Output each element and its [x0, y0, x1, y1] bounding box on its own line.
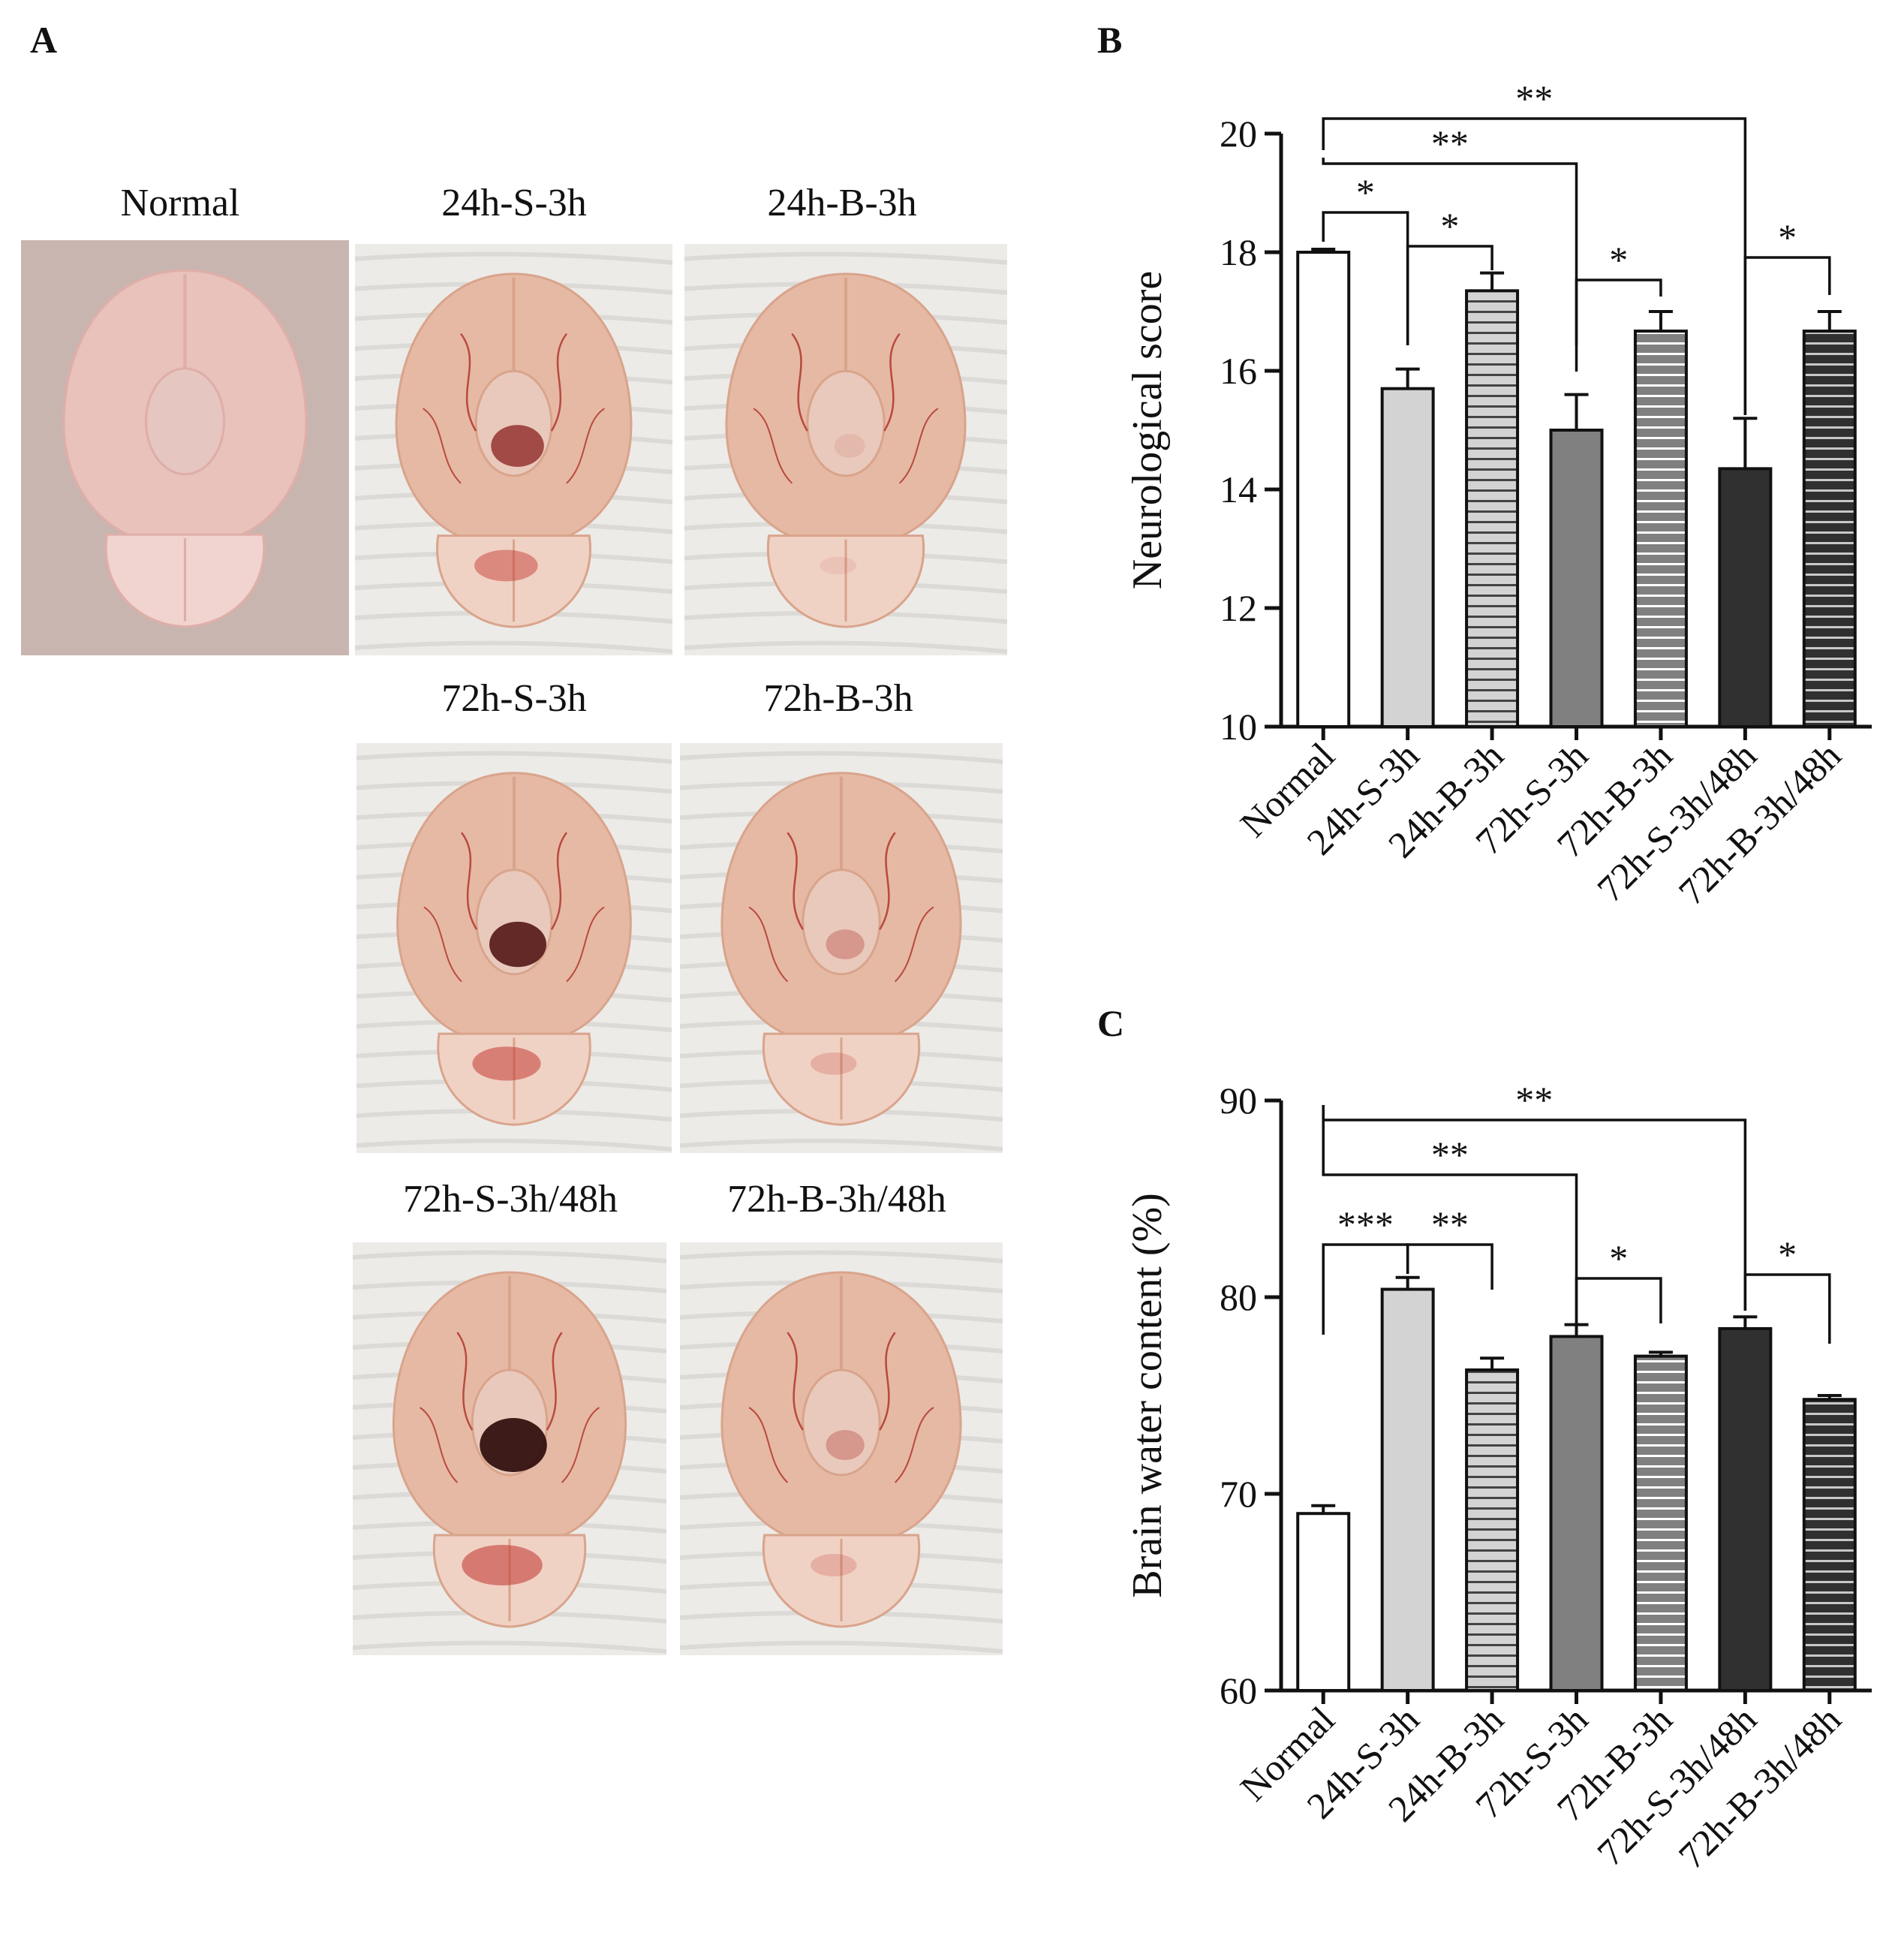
bar — [1296, 251, 1351, 728]
bar — [1633, 330, 1688, 728]
significance-label: ** — [1515, 77, 1553, 119]
bar — [1802, 1398, 1857, 1692]
significance-bracket — [1406, 1243, 1493, 1290]
panel-b-letter: B — [1097, 19, 1123, 61]
bar — [1296, 1512, 1351, 1693]
y-tick-label: 10 — [1220, 706, 1257, 748]
significance-label: * — [1609, 239, 1628, 281]
bar — [1718, 467, 1773, 728]
bar — [1380, 1287, 1435, 1692]
photo-label-24h-s-3h: 24h-S-3h — [441, 182, 587, 224]
brain-photo-72h-s-3h-48h — [353, 1242, 666, 1655]
bar — [1718, 1326, 1773, 1692]
significance-label: ** — [1515, 1079, 1553, 1121]
bar — [1465, 289, 1520, 729]
significance-bracket — [1406, 245, 1493, 345]
significance-bracket — [1322, 1105, 1747, 1311]
significance-bracket — [1322, 158, 1578, 372]
significance-label: * — [1609, 1237, 1628, 1279]
brain-photo-72h-b-3h-48h — [680, 1242, 1003, 1655]
bar — [1549, 429, 1604, 728]
significance-bracket — [1575, 278, 1662, 345]
y-tick-label: 90 — [1220, 1079, 1257, 1122]
brain-photo-72h-b-3h — [680, 743, 1003, 1153]
y-tick-label: 70 — [1220, 1473, 1257, 1515]
photo-label-normal: Normal — [120, 182, 240, 224]
bar — [1802, 330, 1857, 728]
photo-label-72h-s-3h: 72h-S-3h — [441, 677, 587, 720]
brain-photo-normal — [21, 240, 349, 655]
panel-a-letter: A — [30, 19, 58, 61]
photo-label-72h-b-3h: 72h-B-3h — [763, 677, 913, 720]
y-tick-label: 18 — [1220, 231, 1257, 273]
significance-bracket — [1575, 1277, 1662, 1326]
y-tick-label: 60 — [1220, 1669, 1257, 1712]
y-axis-label: Brain water content (%) — [1124, 1193, 1171, 1598]
bar — [1549, 1335, 1604, 1692]
significance-label: * — [1356, 171, 1375, 213]
significance-label: * — [1778, 1233, 1797, 1275]
brain-photo-24h-b-3h — [684, 244, 1007, 655]
panel-c-letter: C — [1097, 1002, 1125, 1044]
significance-bracket — [1743, 256, 1831, 415]
photo-label-24h-b-3h: 24h-B-3h — [767, 182, 917, 224]
bar — [1465, 1368, 1520, 1692]
y-tick-label: 14 — [1220, 468, 1257, 510]
significance-label: *** — [1337, 1203, 1394, 1245]
bar — [1380, 387, 1435, 728]
y-tick-label: 16 — [1220, 350, 1257, 392]
bar — [1633, 1354, 1688, 1692]
brain-photo-72h-s-3h — [356, 743, 672, 1153]
significance-label: ** — [1431, 1203, 1469, 1245]
significance-bracket — [1322, 1105, 1578, 1326]
brain-photo-24h-s-3h — [355, 244, 672, 655]
y-tick-label: 20 — [1220, 113, 1257, 155]
significance-label: * — [1440, 205, 1459, 247]
significance-label: ** — [1431, 1134, 1469, 1176]
y-tick-label: 12 — [1220, 587, 1257, 629]
significance-label: ** — [1431, 122, 1469, 164]
significance-bracket — [1743, 1273, 1831, 1344]
photo-label-72h-s-3h-48h: 72h-S-3h/48h — [403, 1178, 618, 1221]
photo-label-72h-b-3h-48h: 72h-B-3h/48h — [727, 1178, 946, 1221]
y-axis-label: Neurological score — [1124, 271, 1171, 589]
significance-label: * — [1778, 216, 1797, 258]
y-tick-label: 80 — [1220, 1276, 1257, 1318]
